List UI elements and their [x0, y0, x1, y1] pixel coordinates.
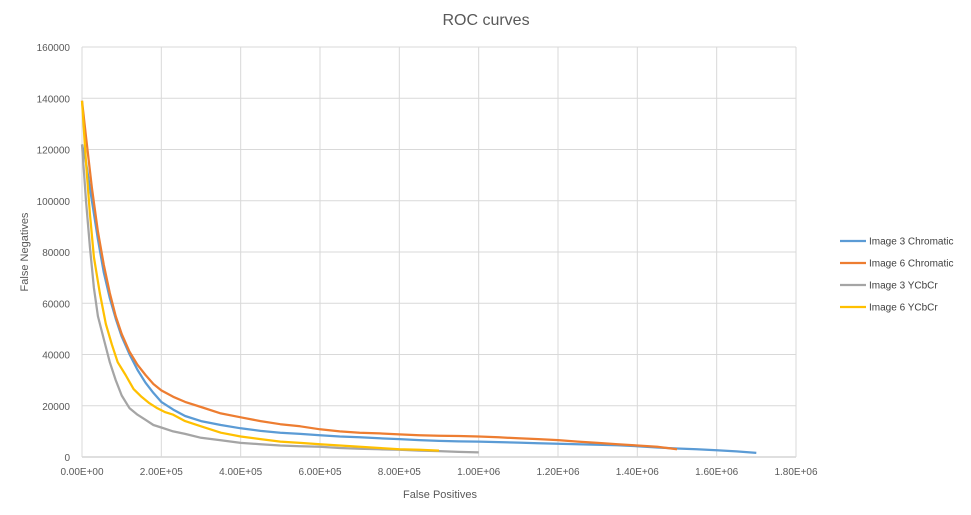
x-tick-label: 1.80E+06 [774, 467, 818, 478]
y-tick-label: 0 [64, 453, 70, 464]
y-tick-label: 160000 [37, 43, 71, 54]
x-axis-label: False Positives [403, 489, 477, 501]
x-tick-label: 1.60E+06 [695, 467, 739, 478]
series-line-image-6-chromatic [80, 100, 678, 451]
legend-label-image-3-chromatic: Image 3 Chromatic [869, 237, 953, 248]
x-tick-label: 1.20E+06 [536, 467, 580, 478]
x-tick-label: 1.00E+06 [457, 467, 501, 478]
x-tick-label: 2.00E+05 [140, 467, 184, 478]
gridlines [81, 46, 797, 458]
legend: Image 3 Chromatic Image 6 Chromatic Image … [840, 237, 953, 314]
legend-label-image-3-ycbcr: Image 3 YCbCr [869, 281, 938, 292]
y-tick-label: 120000 [37, 146, 71, 157]
x-tick-label: 0.00E+00 [60, 467, 104, 478]
series-line-image-3-chromatic [80, 144, 757, 455]
x-tick-label: 1.40E+06 [616, 467, 660, 478]
y-tick-label: 100000 [37, 197, 71, 208]
y-tick-label: 140000 [37, 94, 71, 105]
series-line-image-3-ycbcr [80, 144, 479, 454]
y-tick-label: 60000 [42, 299, 70, 310]
series-lines [80, 100, 757, 455]
x-tick-labels: 0.00E+00 2.00E+05 4.00E+05 6.00E+05 8.00E+05… [60, 467, 818, 478]
series-line-image-6-ycbcr [80, 100, 440, 452]
legend-label-image-6-ycbcr: Image 6 YCbCr [869, 303, 938, 314]
y-axis-label: False Negatives [19, 212, 31, 291]
y-tick-label: 40000 [42, 351, 70, 362]
y-tick-label: 20000 [42, 402, 70, 413]
legend-label-image-6-chromatic: Image 6 Chromatic [869, 259, 953, 270]
y-tick-labels: 0 20000 40000 60000 80000 100000 120000 140000 1… [37, 43, 71, 464]
x-tick-label: 8.00E+05 [378, 467, 422, 478]
chart-title: ROC curves [442, 12, 529, 29]
y-tick-label: 80000 [42, 248, 70, 259]
x-tick-label: 4.00E+05 [219, 467, 263, 478]
x-tick-label: 6.00E+05 [298, 467, 342, 478]
